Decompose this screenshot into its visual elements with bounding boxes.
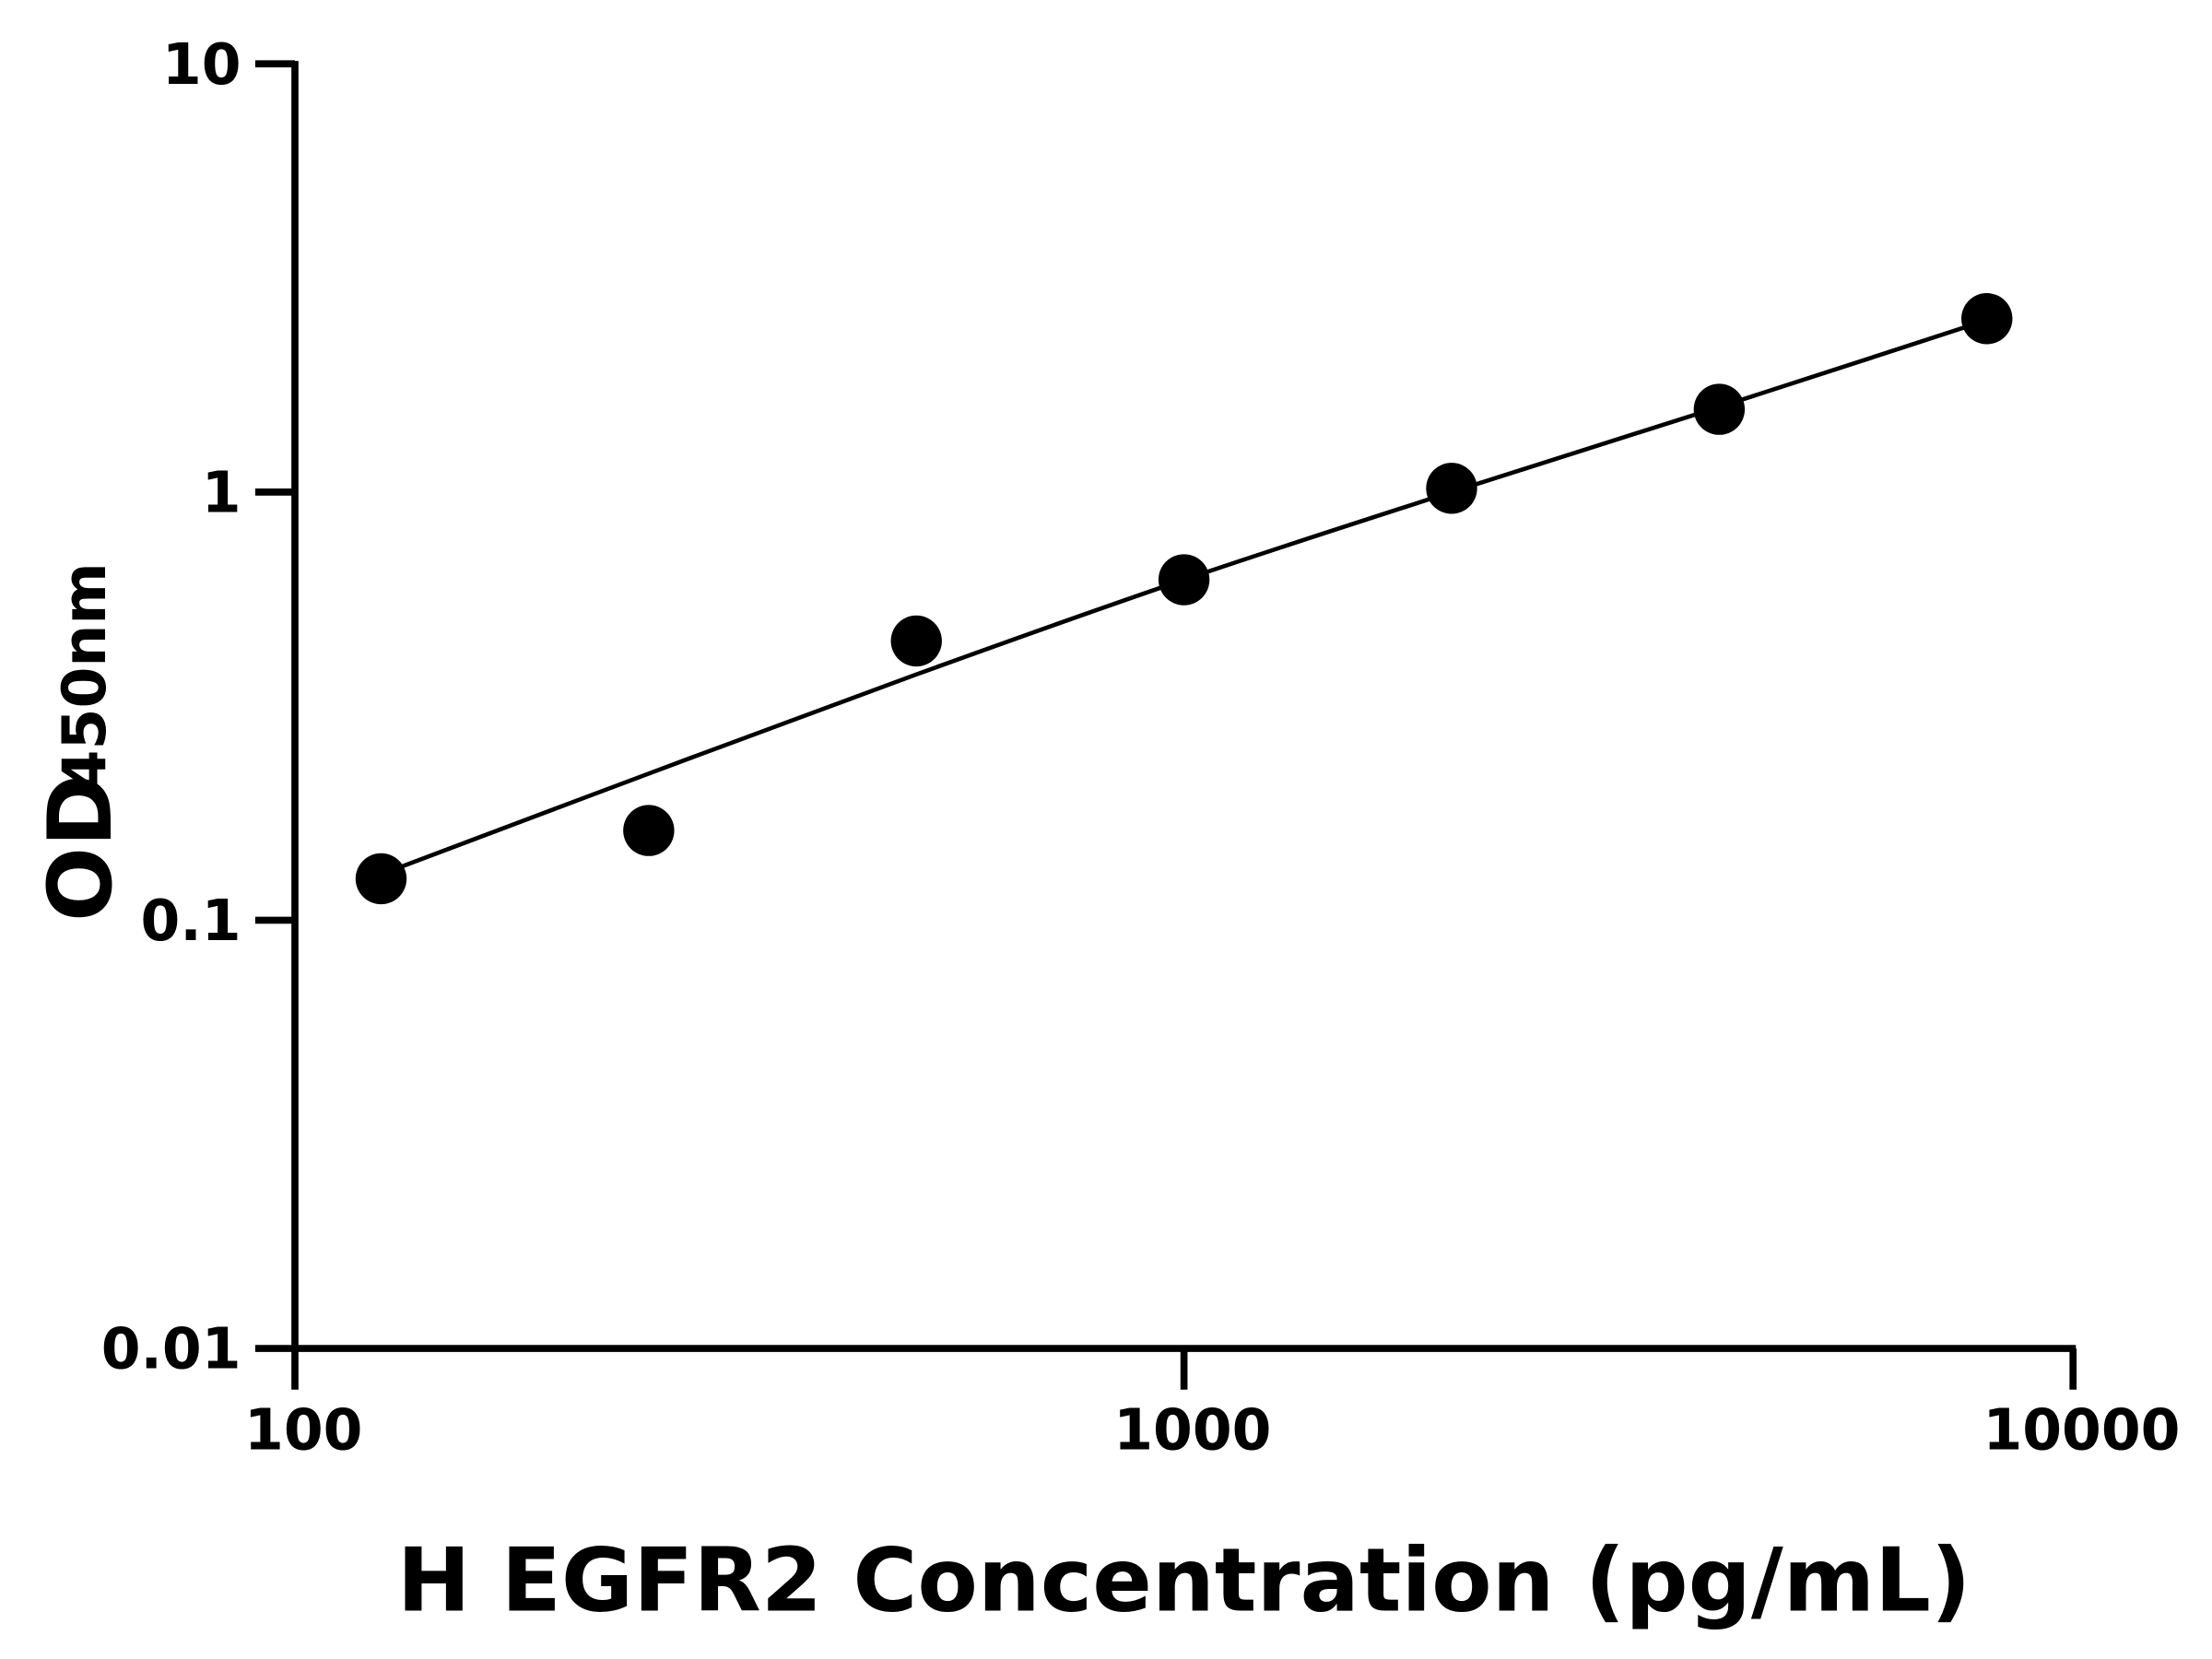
data-point xyxy=(1961,293,2013,345)
x-axis-label: H EGFR2 Concentration (pg/mL) xyxy=(397,1530,1971,1632)
data-point xyxy=(1158,554,1210,606)
data-points xyxy=(355,293,2013,905)
data-point xyxy=(623,805,675,856)
x-tick-label: 1000 xyxy=(1113,1396,1271,1463)
y-axis-label: OD 450nm xyxy=(29,562,132,922)
y-axis-label-main: OD xyxy=(29,774,132,922)
axes xyxy=(291,61,2077,1352)
y-tick-label: 10 xyxy=(162,31,241,98)
data-point xyxy=(355,853,407,905)
y-tick-label: 0.01 xyxy=(101,1316,241,1382)
y-tick-label: 0.1 xyxy=(141,888,241,954)
y-axis-label-subscript: 450nm xyxy=(51,562,120,791)
svg-text:OD: OD xyxy=(29,774,132,922)
y-tick-label: 1 xyxy=(202,459,241,525)
data-point xyxy=(890,615,942,667)
ticks: 0.01 0.1 1 10 100 1000 10000 xyxy=(101,31,2181,1464)
data-point xyxy=(1426,463,1477,514)
data-point xyxy=(1693,383,1746,435)
x-tick-label: 10000 xyxy=(1983,1396,2180,1463)
x-tick-label: 100 xyxy=(244,1396,362,1463)
